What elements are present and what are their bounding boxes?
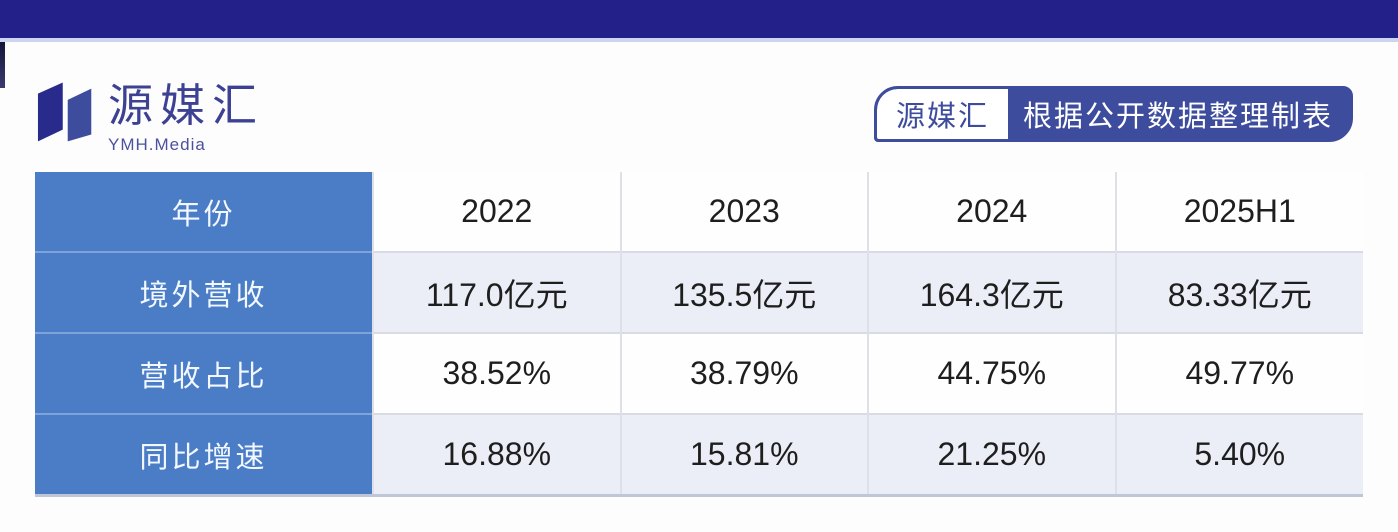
data-table: 年份 2022 2023 2024 2025H1 境外营收 117.0亿元 13… bbox=[35, 172, 1363, 497]
value-cell: 15.81% bbox=[619, 413, 868, 497]
badge-note-label: 根据公开数据整理制表 bbox=[1007, 89, 1350, 139]
value-cell: 5.40% bbox=[1114, 413, 1363, 497]
badge-brand-label: 源媒汇 bbox=[876, 89, 1008, 139]
value-cell: 164.3亿元 bbox=[867, 251, 1116, 333]
value-cell: 38.52% bbox=[372, 332, 621, 414]
table-row-overseas-revenue: 境外营收 117.0亿元 135.5亿元 164.3亿元 83.33亿元 bbox=[35, 251, 1363, 333]
table-row-yoy-growth: 同比增速 16.88% 15.81% 21.25% 5.40% bbox=[35, 413, 1363, 497]
source-badge: 源媒汇 根据公开数据整理制表 bbox=[873, 86, 1353, 142]
row-label-cell-year: 年份 bbox=[35, 172, 373, 252]
ymh-logo-icon bbox=[37, 82, 92, 142]
value-cell: 49.77% bbox=[1114, 332, 1363, 414]
logo-name: 源媒汇 bbox=[108, 80, 265, 131]
value-cell: 83.33亿元 bbox=[1114, 251, 1363, 333]
top-bar bbox=[0, 0, 1398, 42]
logo-subtitle: YMH.Media bbox=[108, 135, 206, 154]
year-header-cell: 2025H1 bbox=[1114, 172, 1363, 252]
year-header-cell: 2024 bbox=[867, 172, 1116, 252]
table-header-row: 年份 2022 2023 2024 2025H1 bbox=[35, 172, 1363, 252]
logo-text-block: 源媒汇 YMH.Media bbox=[108, 75, 264, 155]
value-cell: 44.75% bbox=[867, 332, 1116, 414]
year-header-cell: 2023 bbox=[619, 172, 868, 252]
value-cell: 135.5亿元 bbox=[619, 251, 868, 333]
value-cell: 117.0亿元 bbox=[372, 251, 621, 333]
left-edge-mark bbox=[0, 42, 5, 88]
value-cell: 21.25% bbox=[867, 413, 1116, 497]
value-cell: 38.79% bbox=[619, 332, 868, 414]
row-label-cell: 营收占比 bbox=[35, 332, 373, 414]
value-cell: 16.88% bbox=[372, 413, 621, 497]
header: 源媒汇 YMH.Media 源媒汇 根据公开数据整理制表 bbox=[0, 42, 1398, 172]
row-label-cell: 境外营收 bbox=[35, 251, 373, 333]
year-header-cell: 2022 bbox=[372, 172, 621, 252]
table-row-revenue-share: 营收占比 38.52% 38.79% 44.75% 49.77% bbox=[35, 332, 1363, 414]
row-label-cell: 同比增速 bbox=[35, 413, 373, 497]
logo: 源媒汇 YMH.Media bbox=[33, 75, 264, 155]
